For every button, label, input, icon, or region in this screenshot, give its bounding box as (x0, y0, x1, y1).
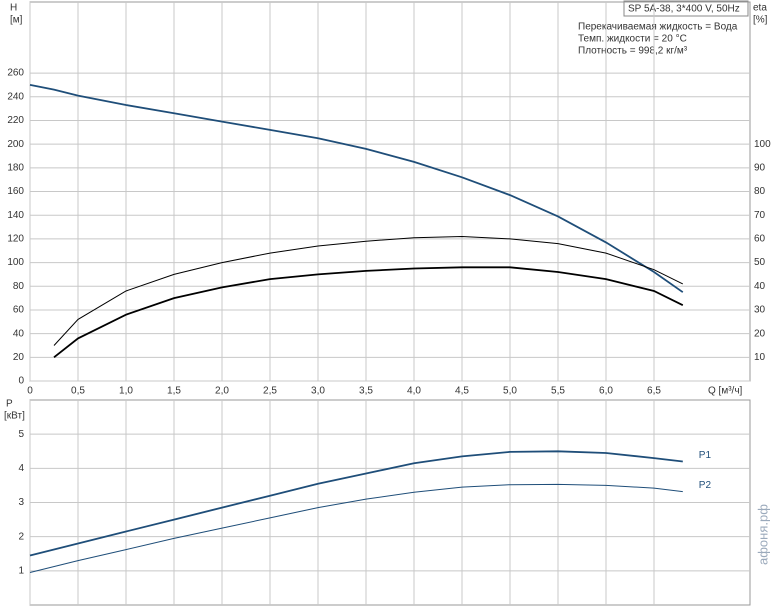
y-tick-label: 2 (18, 531, 24, 542)
curve (53, 235, 684, 346)
y-tick-label: 5 (18, 429, 24, 440)
curve (29, 84, 684, 293)
y-tick-label: 0 (18, 376, 24, 387)
y-tick-label: 180 (7, 162, 24, 173)
y2-tick-label: 30 (754, 305, 766, 316)
x-tick-label: 0,5 (71, 386, 85, 397)
x-tick-label: 5,0 (503, 386, 517, 397)
x-label: Q [м³/ч] (708, 386, 743, 397)
annotation: Темп. жидкости = 20 °C (578, 34, 687, 45)
y2-tick-label: 20 (754, 328, 766, 339)
y-label: [кВт] (4, 411, 25, 422)
y-label: H (10, 3, 17, 14)
y2-tick-label: 60 (754, 234, 766, 245)
y2-tick-label: 40 (754, 281, 766, 292)
y-tick-label: 220 (7, 115, 24, 126)
y-label: P (6, 399, 13, 410)
annotation: Плотность = 998,2 кг/м³ (578, 46, 688, 57)
y-tick-label: 4 (18, 463, 24, 474)
y2-label: [%] (753, 15, 768, 26)
y2-tick-label: 100 (754, 139, 771, 150)
x-tick-label: 3,0 (311, 386, 325, 397)
y2-tick-label: 10 (754, 352, 766, 363)
series-label: P1 (699, 450, 712, 461)
y-tick-label: 100 (7, 257, 24, 268)
x-tick-label: 1,5 (167, 386, 181, 397)
y-label: [м] (10, 15, 23, 26)
info-box (623, 0, 749, 17)
x-tick-label: 2,5 (263, 386, 277, 397)
y2-tick-label: 80 (754, 186, 766, 197)
series-label: P2 (699, 480, 712, 491)
y-tick-label: 80 (13, 281, 25, 292)
watermark: афоня.рф (755, 504, 770, 565)
curve (53, 266, 684, 359)
y-tick-label: 160 (7, 186, 24, 197)
y-tick-label: 1 (18, 565, 24, 576)
x-tick-label: 2,0 (215, 386, 229, 397)
y2-tick-label: 50 (754, 257, 766, 268)
y-tick-label: 20 (13, 352, 25, 363)
info-title: SP 5A-38, 3*400 V, 50Hz (628, 4, 740, 15)
y-tick-label: 120 (7, 234, 24, 245)
y2-tick-label: 70 (754, 210, 766, 221)
x-tick-label: 1,0 (119, 386, 133, 397)
x-tick-label: 4,0 (407, 386, 421, 397)
y-tick-label: 200 (7, 139, 24, 150)
x-tick-label: 6,5 (647, 386, 661, 397)
y-tick-label: 40 (13, 328, 25, 339)
x-tick-label: 6,0 (599, 386, 613, 397)
x-tick-label: 0 (27, 386, 33, 397)
x-tick-label: 4,5 (455, 386, 469, 397)
y2-label: eta (753, 3, 767, 14)
curve (29, 450, 683, 557)
y-tick-label: 3 (18, 497, 24, 508)
y-tick-label: 240 (7, 91, 24, 102)
y2-tick-label: 90 (754, 162, 766, 173)
x-tick-label: 3,5 (359, 386, 373, 397)
y-tick-label: 260 (7, 68, 24, 79)
x-tick-label: 5,5 (551, 386, 565, 397)
y-tick-label: 60 (13, 305, 25, 316)
curve (29, 483, 683, 573)
annotation: Перекачиваемая жидкость = Вода (578, 22, 738, 33)
y-tick-label: 140 (7, 210, 24, 221)
